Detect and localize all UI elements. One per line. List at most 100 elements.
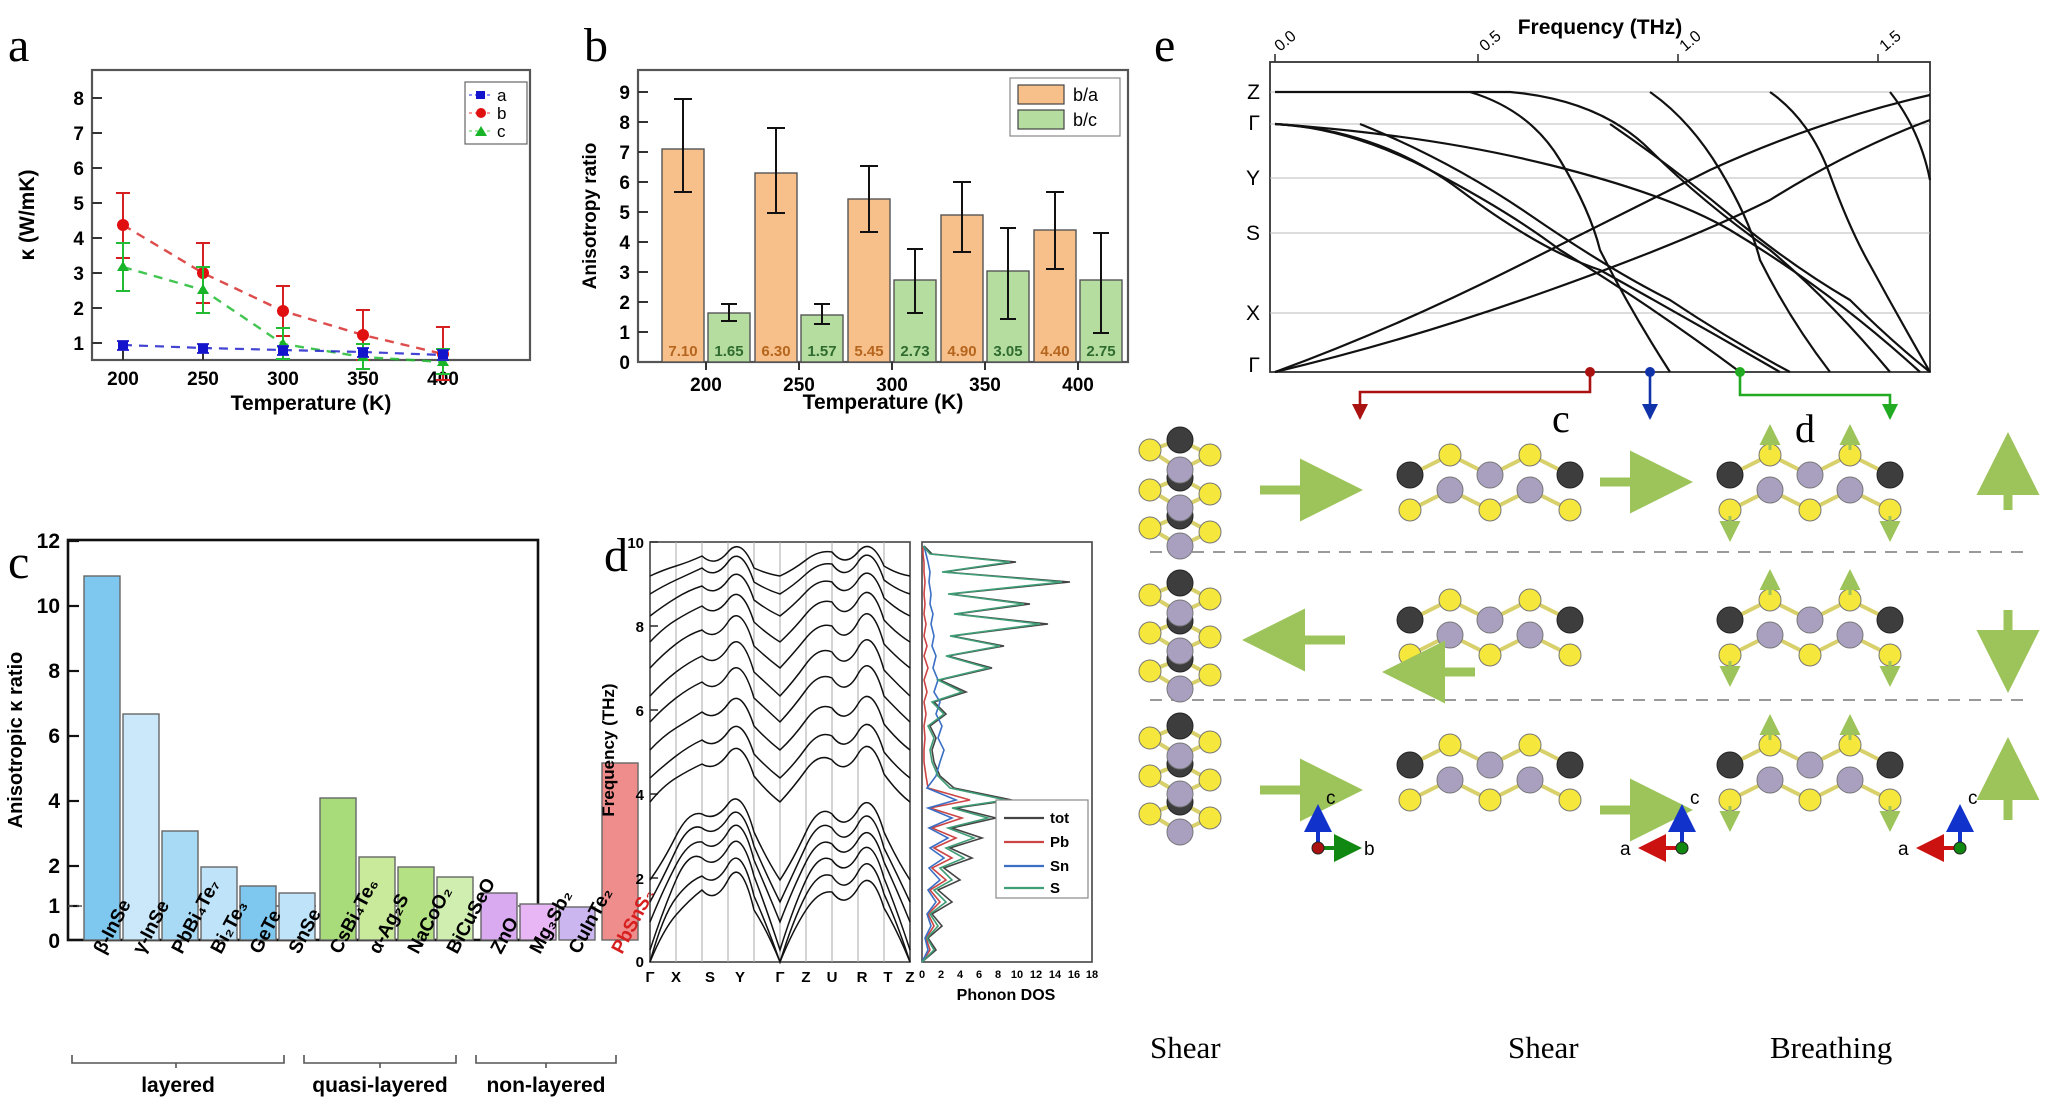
svg-text:0: 0 xyxy=(619,353,630,374)
svg-text:300: 300 xyxy=(267,369,299,390)
panel-d-legend[interactable]: tot Pb Sn S xyxy=(995,799,1089,899)
dostick-2: 4 xyxy=(957,969,964,981)
legend-tot-label: tot xyxy=(1050,810,1069,827)
svg-text:2: 2 xyxy=(636,871,644,888)
axis-triad-2: c a xyxy=(1620,788,1700,862)
bar-2 xyxy=(161,830,199,941)
e-ytick-G2: Γ xyxy=(1248,354,1260,377)
svg-text:250: 250 xyxy=(783,375,815,396)
bar-group-300: 5.45 2.73 300 xyxy=(847,165,937,396)
dostick-8: 16 xyxy=(1068,969,1080,981)
ktick-2: S xyxy=(705,969,715,986)
dostick-5: 10 xyxy=(1011,969,1023,981)
legend-bc-label: b/c xyxy=(1073,110,1097,130)
panel-b-label: b xyxy=(584,19,608,72)
bar-value-b/a-300: 5.45 xyxy=(854,343,883,360)
panel-a-xlabel: Temperature (K) xyxy=(231,392,392,415)
legend-pb-label: Pb xyxy=(1050,834,1069,851)
svg-text:2: 2 xyxy=(73,299,84,320)
svg-text:1: 1 xyxy=(48,895,60,918)
legend-b-label: b xyxy=(497,104,506,123)
svg-text:250: 250 xyxy=(187,369,219,390)
bar-3 xyxy=(200,866,238,941)
panel-e-y-axis: Z Γ Y S X Γ xyxy=(1246,81,1260,377)
bar-group-200: 7.10 1.65 200 xyxy=(661,98,751,396)
mode-label-breathing: Breathing xyxy=(1770,1030,1893,1065)
atoms-Pb-2 xyxy=(1396,461,1584,779)
panel-e-inner-label-c: c xyxy=(1552,396,1570,441)
svg-text:4: 4 xyxy=(619,233,630,254)
panel-a-frame xyxy=(90,68,532,362)
bar-value-b/c-400: 2.75 xyxy=(1086,343,1115,360)
panel-b-ylabel: Anisotropy ratio xyxy=(580,143,601,290)
panel-d-dos-curves xyxy=(921,545,1071,963)
e-ytick-G1: Γ xyxy=(1248,112,1260,135)
triad2-h-label: a xyxy=(1620,839,1631,860)
panel-e: e Frequency (THz) 0.0 0.5 1.0 1.5 Z Γ Y … xyxy=(1130,0,2048,1109)
bar-value-b/a-400: 4.40 xyxy=(1040,343,1069,360)
svg-text:8: 8 xyxy=(73,89,84,110)
breathing-small-arrows xyxy=(1719,424,1901,832)
ktick-1: X xyxy=(671,969,681,986)
panel-d-y-axis: 10 8 6 4 2 0 xyxy=(627,535,658,971)
panel-b-xlabel: Temperature (K) xyxy=(803,391,964,414)
panel-e-band-curves xyxy=(1274,90,1932,374)
svg-text:200: 200 xyxy=(107,369,139,390)
series-a xyxy=(117,340,449,361)
svg-text:1: 1 xyxy=(619,323,630,344)
panel-c-plot: 12 10 8 6 4 2 1 0 Anisotropic κ ratio xyxy=(5,530,659,1097)
svg-text:5: 5 xyxy=(619,203,630,224)
panel-c-ylabel: Anisotropic κ ratio xyxy=(5,652,27,829)
panel-a-y-axis: 8 7 6 5 4 3 2 1 xyxy=(73,89,102,355)
e-ytick-S: S xyxy=(1246,222,1260,245)
panel-d-label: d xyxy=(604,529,628,582)
dostick-1: 2 xyxy=(938,969,944,981)
e-xtick-1: 0.5 xyxy=(1477,28,1505,55)
group-label-non-layered: non-layered xyxy=(486,1074,605,1097)
svg-text:12: 12 xyxy=(37,530,60,553)
dostick-3: 6 xyxy=(976,969,982,981)
dostick-7: 14 xyxy=(1049,969,1062,981)
shear-motion-arrows-2 xyxy=(1382,450,1693,842)
svg-text:2: 2 xyxy=(619,293,630,314)
bar-0 xyxy=(83,575,121,941)
svg-text:2: 2 xyxy=(48,855,60,878)
bar-12 xyxy=(558,906,596,941)
svg-text:6: 6 xyxy=(619,173,630,194)
bar-10 xyxy=(480,892,518,941)
e-ytick-Y: Y xyxy=(1246,167,1260,190)
group-label-quasi-layered: quasi-layered xyxy=(312,1074,447,1097)
legend-sn-label: Sn xyxy=(1050,858,1069,875)
structure-breathing xyxy=(1716,424,2040,832)
marker-red-point xyxy=(1585,367,1595,377)
bar-1 xyxy=(122,713,160,941)
ktick-8: T xyxy=(883,969,892,986)
svg-text:4: 4 xyxy=(73,229,84,250)
bar-7 xyxy=(358,856,396,941)
ktick-3: Y xyxy=(735,969,745,986)
bar-value-b/c-200: 1.65 xyxy=(714,343,743,360)
panel-d-plot: 10 8 6 4 2 0 Frequency (THz) Γ X S Y Γ Z… xyxy=(599,535,1098,1004)
svg-text:0: 0 xyxy=(636,954,644,971)
svg-text:7: 7 xyxy=(73,124,84,145)
panel-a-ylabel: κ (W/mK) xyxy=(16,169,39,260)
atoms-S-2 xyxy=(1398,443,1582,812)
triad1-v-label: c xyxy=(1326,788,1336,809)
svg-text:8: 8 xyxy=(636,619,644,636)
e-ytick-Z: Z xyxy=(1247,81,1260,104)
panel-d-ylabel: Frequency (THz) xyxy=(599,683,618,816)
svg-text:6: 6 xyxy=(48,725,60,748)
svg-text:400: 400 xyxy=(1062,375,1094,396)
svg-text:4: 4 xyxy=(636,787,645,804)
dostick-4: 8 xyxy=(995,969,1001,981)
panel-b-legend[interactable]: b/a b/c xyxy=(1009,77,1121,137)
structure-shear-1 xyxy=(1138,426,1363,846)
bar-value-b/c-250: 1.57 xyxy=(807,343,836,360)
svg-text:200: 200 xyxy=(690,375,722,396)
panel-a-label: a xyxy=(8,19,30,72)
bar-9 xyxy=(436,876,474,941)
ktick-0: Γ xyxy=(645,969,654,986)
panel-c-y-axis: 12 10 8 6 4 2 1 0 xyxy=(37,530,79,953)
panel-a-legend[interactable]: a b c xyxy=(464,81,528,145)
bar-value-b/c-300: 2.73 xyxy=(900,343,929,360)
